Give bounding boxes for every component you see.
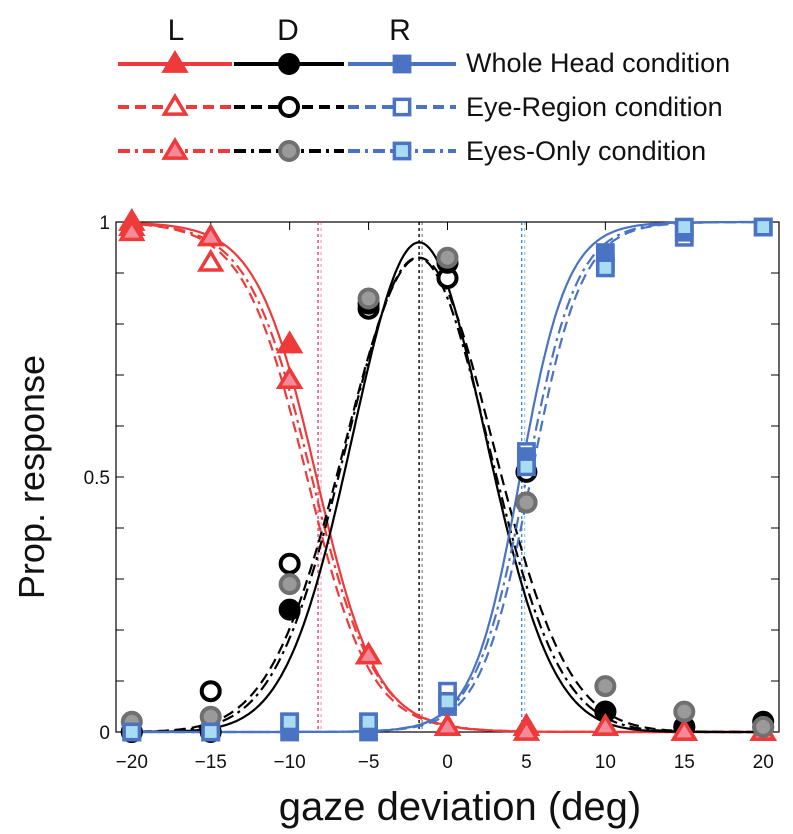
y-tick-label: 0.5 <box>84 468 110 489</box>
x-tick-label: 10 <box>595 752 616 773</box>
data-point-L <box>354 641 383 665</box>
legend-marker-R <box>392 54 412 74</box>
data-point-R <box>753 217 773 237</box>
data-point-L <box>591 712 620 736</box>
fit-curves <box>123 220 772 734</box>
data-point-D <box>199 680 222 703</box>
legend-marker-D <box>278 140 300 162</box>
legend-label-whole-head: Whole Head condition <box>466 48 730 78</box>
category-boundaries <box>317 222 526 732</box>
data-point-L <box>275 330 304 354</box>
x-tick-label: −20 <box>116 752 148 773</box>
x-tick-label: −10 <box>274 752 306 773</box>
data-point-R <box>280 712 300 732</box>
fit-curve-L <box>123 222 772 734</box>
data-point-D <box>673 700 696 723</box>
data-point-D <box>515 491 538 514</box>
data-point-R <box>517 457 536 477</box>
data-point-R <box>595 258 615 278</box>
fit-curve-D <box>123 241 772 734</box>
y-tick-label: 0 <box>99 723 110 744</box>
data-point-R <box>359 712 378 732</box>
y-tick-label: 1 <box>99 213 110 234</box>
data-point-L <box>197 223 225 247</box>
data-points <box>118 207 777 743</box>
data-point-L <box>118 218 146 242</box>
axis-ticks: −20 −15 −10 −5 0 5 10 15 20 0 0.5 1 <box>84 213 779 773</box>
legend-label-eyes-only: Eyes-Only condition <box>466 136 706 166</box>
legend-header-R: R <box>389 14 411 47</box>
legend-marker-D <box>278 53 300 75</box>
legend-marker-R <box>392 97 412 117</box>
data-point-D <box>278 598 301 621</box>
data-point-D <box>594 675 617 698</box>
data-point-R <box>201 722 221 742</box>
data-point-R <box>438 692 457 711</box>
x-axis-title: gaze deviation (deg) <box>279 785 641 829</box>
legend-marker-L <box>161 92 189 116</box>
legend-marker-D <box>278 96 300 118</box>
fit-curve-L <box>123 222 772 734</box>
data-point-R <box>122 722 142 742</box>
fit-curve-D <box>123 256 772 734</box>
data-point-R <box>674 217 694 237</box>
x-tick-label: −15 <box>195 752 227 773</box>
data-point-D <box>278 573 301 596</box>
legend-marker-L <box>161 136 189 160</box>
data-point-D <box>752 715 775 738</box>
legend-samples <box>118 49 456 162</box>
data-point-L <box>670 717 698 741</box>
data-point-L <box>433 712 462 736</box>
data-point-D <box>278 552 301 575</box>
legend-header-L: L <box>168 14 185 47</box>
x-tick-label: 0 <box>442 752 453 773</box>
data-point-R <box>595 243 615 262</box>
y-axis-title: Prop. response <box>11 355 52 599</box>
plot-area: −20 −15 −10 −5 0 5 10 15 20 0 0.5 1 <box>84 207 780 773</box>
x-tick-label: 5 <box>521 752 532 773</box>
legend-label-eye-region: Eye-Region condition <box>466 92 723 122</box>
x-tick-label: 15 <box>674 752 695 773</box>
legend: L D R Whole Head condition Eye-Region co… <box>118 14 730 166</box>
legend-header-D: D <box>277 14 299 47</box>
data-point-L <box>197 248 225 272</box>
data-point-D <box>436 246 459 269</box>
x-tick-label: −5 <box>358 752 380 773</box>
data-point-D <box>357 287 380 310</box>
data-point-L <box>275 366 304 390</box>
fit-curve-D <box>123 256 772 734</box>
legend-marker-R <box>392 141 412 161</box>
data-point-L <box>512 717 541 741</box>
x-tick-label: 20 <box>753 752 774 773</box>
legend-marker-L <box>161 49 189 73</box>
